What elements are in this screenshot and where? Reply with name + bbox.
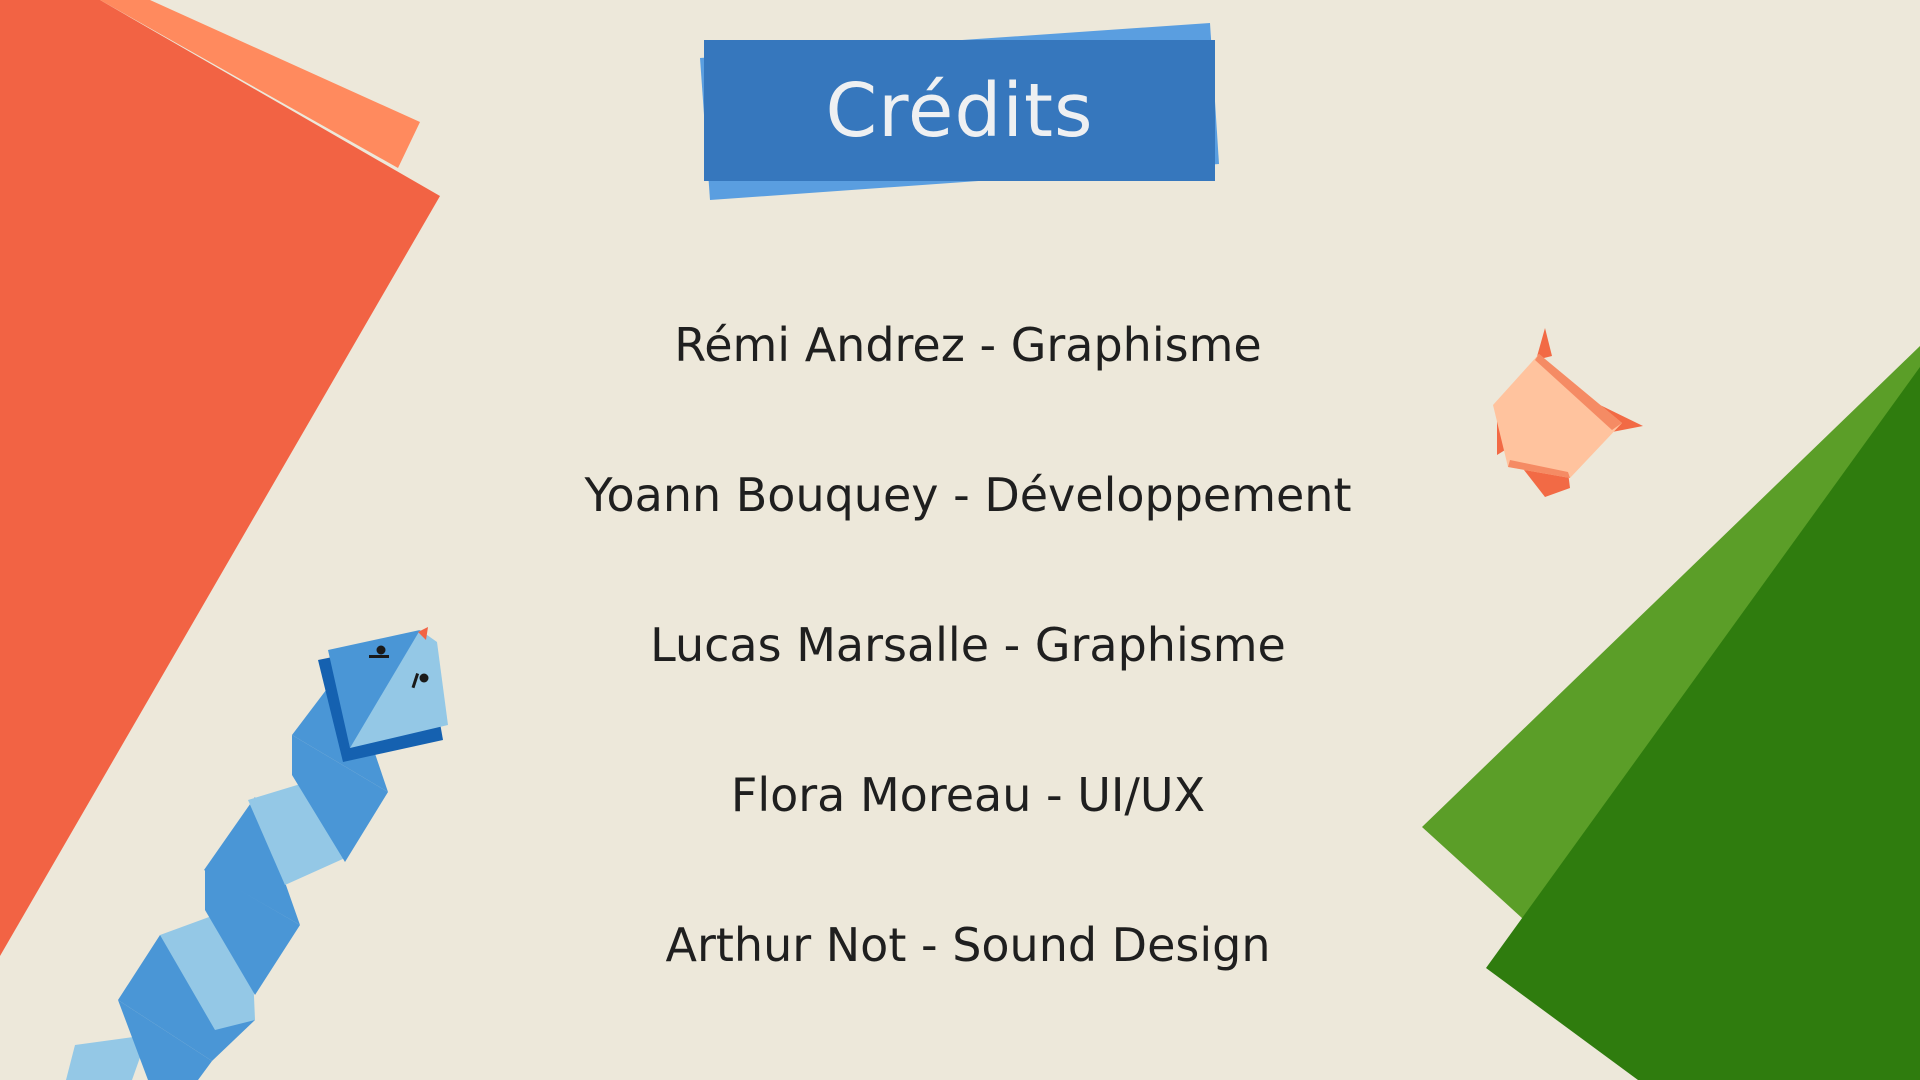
snake-segment [204,797,300,925]
page-title: Crédits [825,67,1094,154]
snake-segment [205,870,300,995]
origami-paper-sheets [0,0,440,956]
snake-segment [292,735,388,862]
credit-line-remi-andrez: Rémi Andrez - Graphisme [674,318,1262,372]
snake-head-front [350,630,448,748]
snake-segment [118,1000,212,1080]
fish-body [1493,354,1622,478]
snake-eye-icon [411,673,429,689]
origami-fish [1493,328,1643,497]
salmon-paper-sheet [100,0,420,168]
fish-belly [1508,460,1570,478]
credit-line-lucas-marsalle: Lucas Marsalle - Graphisme [650,618,1286,672]
fish-tail-top [1536,328,1552,360]
origami-snake [66,627,448,1080]
origami-green-paper [1422,346,1920,1080]
snake-segment [118,935,255,1061]
title-banner-box: Crédits [704,40,1215,181]
credits-list: Rémi Andrez - Graphisme Yoann Bouquey - … [560,300,1376,1000]
red-paper-sheet [0,0,440,956]
fish-body-highlight [1535,354,1622,430]
credit-line-flora-moreau: Flora Moreau - UI/UX [730,768,1206,822]
dark-green-paper-sheet [1486,367,1920,1080]
snake-eye-icon [369,645,389,658]
credit-line-arthur-not: Arthur Not - Sound Design [665,918,1271,972]
snake-tongue [418,627,428,640]
title-banner: Crédits [700,20,1222,202]
fish-fin-bottom [1524,470,1570,497]
credit-line-yoann-bouquey: Yoann Bouquey - Développement [584,468,1352,522]
snake-segment [66,1035,148,1080]
